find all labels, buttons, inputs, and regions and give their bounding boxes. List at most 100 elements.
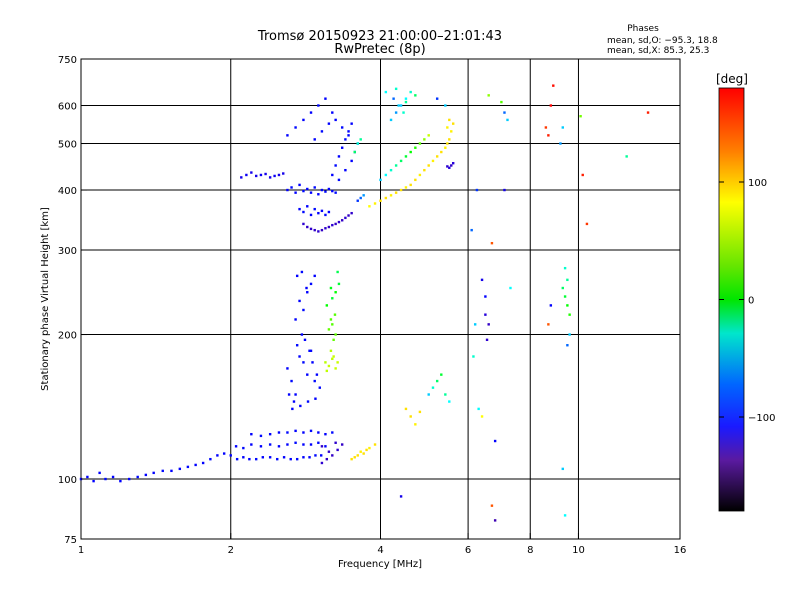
data-point — [309, 111, 313, 114]
data-point — [250, 432, 253, 436]
data-point — [248, 457, 251, 461]
data-point — [350, 159, 353, 163]
data-point — [561, 126, 564, 129]
y-axis: 75 100 200 300 400 500 600 750 — [58, 55, 87, 546]
data-point — [337, 282, 341, 286]
x-tick-label: 2 — [228, 545, 234, 556]
data-point — [444, 393, 447, 396]
data-point — [444, 146, 447, 149]
data-point — [324, 190, 327, 193]
data-point — [448, 138, 451, 141]
data-point — [446, 142, 449, 145]
data-point — [472, 355, 475, 358]
data-point — [359, 138, 362, 141]
data-point — [477, 407, 480, 411]
data-point — [298, 299, 301, 303]
data-point — [444, 104, 447, 107]
data-point — [347, 214, 350, 217]
data-point — [340, 126, 344, 129]
data-point — [394, 87, 398, 91]
data-point — [314, 397, 317, 400]
data-point — [379, 199, 382, 202]
data-point — [325, 304, 329, 307]
data-point — [340, 146, 344, 149]
data-point — [334, 164, 337, 167]
data-point — [579, 115, 582, 118]
data-point — [302, 210, 305, 214]
data-point — [276, 457, 279, 461]
data-point — [287, 393, 291, 396]
legend-line-o: mean, sd,O: −95.3, 18.8 — [607, 36, 718, 46]
data-point — [646, 111, 650, 114]
data-point — [435, 379, 439, 383]
data-point — [331, 173, 334, 177]
data-point — [309, 282, 313, 286]
data-point — [144, 473, 148, 477]
phase-legend: Phases mean, sd,O: −95.3, 18.8 mean, sd,… — [607, 24, 718, 56]
data-point — [309, 349, 313, 352]
data-point — [368, 205, 371, 208]
data-point — [295, 344, 299, 347]
data-point — [290, 186, 293, 189]
data-point — [418, 142, 422, 145]
data-point — [414, 178, 417, 182]
data-point — [302, 189, 305, 193]
data-point — [503, 188, 506, 192]
data-point — [254, 174, 258, 178]
x-tick-label: 4 — [377, 545, 383, 556]
data-point — [427, 134, 430, 137]
legend-line-x: mean, sd,X: 85.3, 25.3 — [607, 46, 709, 56]
data-point — [306, 225, 309, 229]
data-point — [292, 400, 296, 403]
chart-subtitle: RwPretec (8p) — [334, 42, 425, 57]
data-point — [506, 118, 509, 122]
data-point — [209, 457, 212, 461]
data-point — [268, 456, 272, 459]
data-point — [327, 328, 331, 331]
data-point — [399, 159, 403, 163]
data-point — [389, 118, 393, 122]
data-point — [216, 454, 219, 457]
data-point — [331, 223, 334, 227]
data-point — [373, 202, 377, 205]
data-point — [194, 463, 197, 467]
data-point — [568, 313, 571, 316]
data-point — [547, 323, 550, 326]
y-tick-label: 100 — [58, 475, 77, 486]
data-point — [136, 475, 139, 479]
data-point — [334, 333, 337, 336]
data-point — [324, 361, 327, 364]
data-point — [435, 155, 439, 158]
data-point — [487, 94, 490, 97]
data-point — [329, 318, 333, 321]
data-point — [235, 457, 239, 461]
x-tick-label: 16 — [674, 545, 687, 556]
colorbar-tick-label: 100 — [748, 178, 767, 189]
data-point — [259, 434, 263, 438]
data-point — [92, 479, 95, 483]
data-point — [286, 431, 289, 434]
data-point — [302, 431, 305, 434]
x-axis: 1 2 4 6 8 10 16 — [78, 533, 687, 556]
data-point — [450, 164, 453, 167]
data-point — [563, 514, 567, 517]
data-point — [329, 349, 333, 352]
x-axis-label: Frequency [MHz] — [338, 559, 422, 570]
data-point — [86, 475, 89, 479]
data-point — [320, 461, 324, 465]
data-point — [490, 241, 494, 245]
data-point — [268, 443, 272, 446]
data-point — [356, 142, 359, 145]
data-point — [286, 367, 289, 370]
data-point — [353, 150, 356, 154]
data-point — [128, 477, 131, 481]
data-point — [509, 286, 512, 290]
data-point — [431, 386, 435, 389]
data-point — [299, 404, 302, 408]
data-point — [331, 111, 334, 114]
data-point — [327, 210, 331, 214]
data-point — [409, 183, 412, 187]
data-point — [493, 439, 497, 443]
data-point — [305, 286, 308, 290]
data-point — [353, 456, 356, 459]
